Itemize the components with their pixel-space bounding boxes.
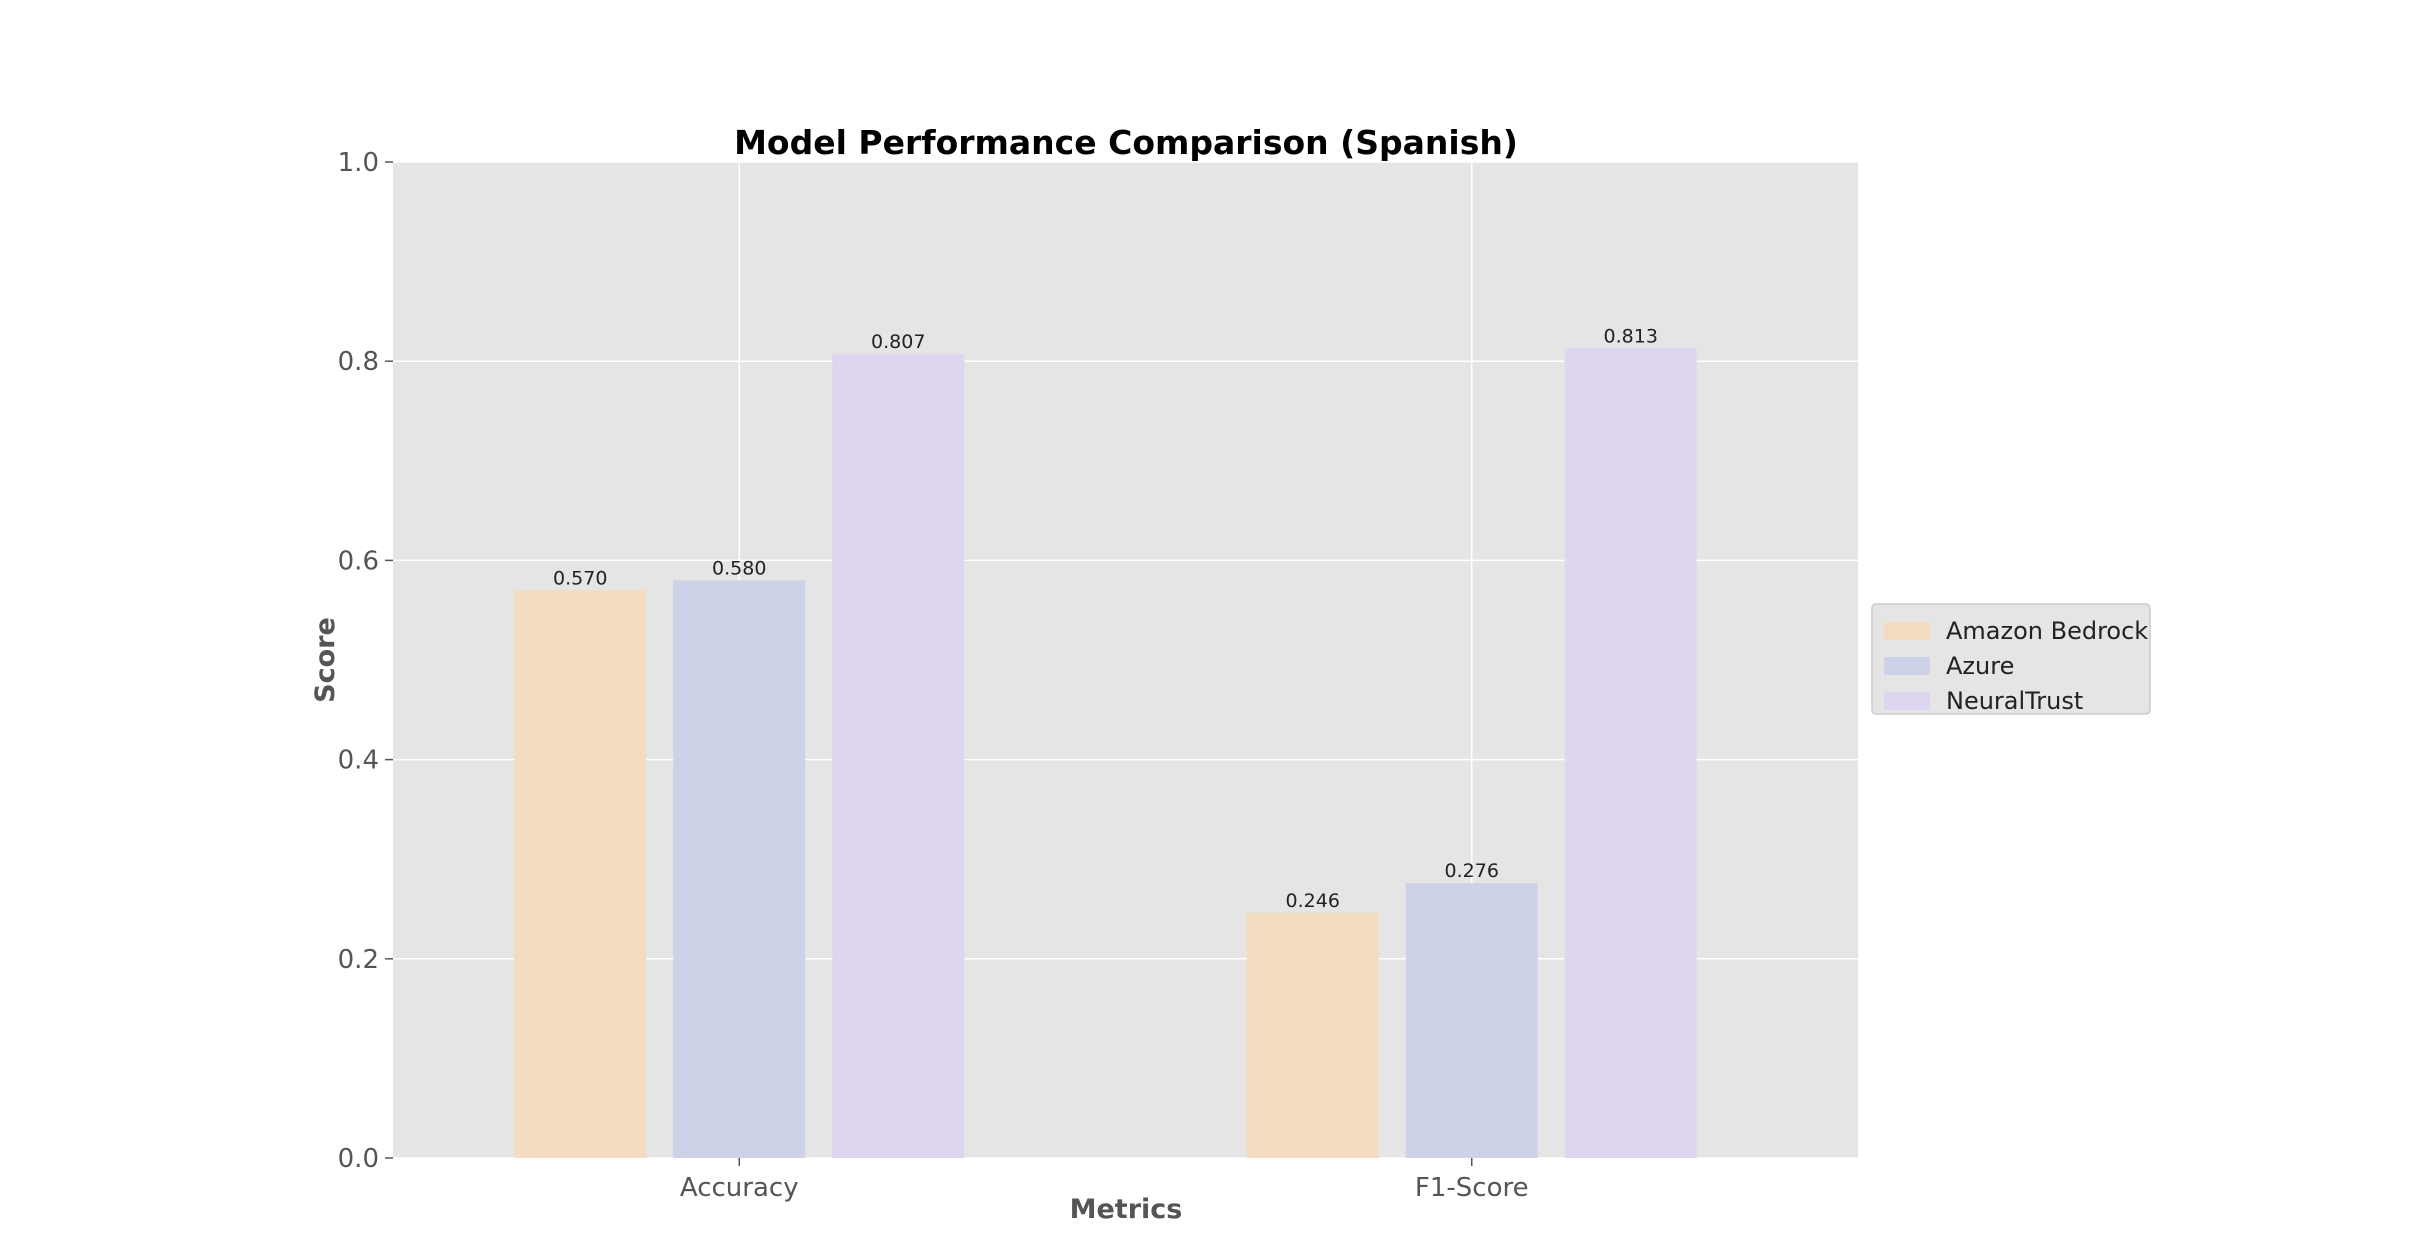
legend-entry-label: Amazon Bedrock <box>1946 617 2148 645</box>
y-tick-label: 0.8 <box>338 347 379 377</box>
y-axis-label: Score <box>310 617 341 703</box>
y-tick-label: 0.6 <box>338 546 379 576</box>
y-tick-label: 0.0 <box>338 1144 379 1174</box>
x-axis-label: Metrics <box>1070 1194 1183 1225</box>
x-tick-label: F1-Score <box>1415 1173 1529 1203</box>
data-labels: 0.570 0.246 0.580 0.276 0.807 0.813 <box>553 325 1658 912</box>
bars <box>514 348 1697 1158</box>
x-axis: Accuracy F1-Score <box>680 1158 1529 1203</box>
y-tick-label: 1.0 <box>338 148 379 178</box>
bar <box>832 354 965 1158</box>
bar-value-label: 0.813 <box>1604 325 1658 347</box>
x-tick-label: Accuracy <box>680 1173 799 1203</box>
bar-value-label: 0.276 <box>1445 860 1499 882</box>
legend-swatch <box>1884 657 1930 675</box>
bar <box>673 580 806 1158</box>
y-tick-label: 0.2 <box>338 945 379 975</box>
bar <box>1564 348 1697 1158</box>
bar <box>1246 912 1379 1158</box>
bar-value-label: 0.580 <box>712 557 766 579</box>
bar-value-label: 0.570 <box>553 567 607 589</box>
legend-swatch <box>1884 692 1930 710</box>
bar <box>1405 883 1538 1158</box>
y-tick-label: 0.4 <box>338 746 379 776</box>
legend-box <box>1871 603 2151 715</box>
legend-entry-label: NeuralTrust <box>1946 687 2083 715</box>
legend-entry-label: Azure <box>1946 652 2014 680</box>
legend-swatch <box>1884 622 1930 640</box>
y-axis: 0.0 0.2 0.4 0.6 0.8 1.0 <box>338 148 393 1174</box>
bar-value-label: 0.807 <box>871 331 925 353</box>
bar <box>514 590 647 1158</box>
bar-value-label: 0.246 <box>1286 890 1340 912</box>
legend: Amazon Bedrock Azure NeuralTrust <box>1871 603 2151 715</box>
chart-title: Model Performance Comparison (Spanish) <box>734 123 1518 162</box>
